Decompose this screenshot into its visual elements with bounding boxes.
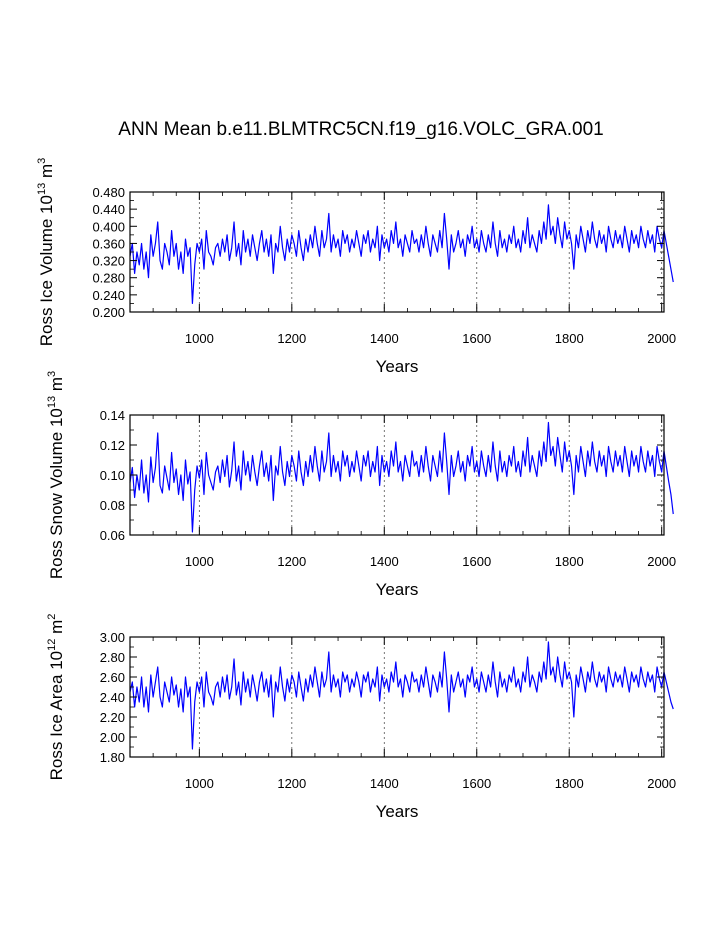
plot-frame [129,414,665,536]
x-axis-label: Years [376,802,419,821]
y-tick-label: 0.06 [100,528,125,543]
x-tick-label: 1600 [462,331,491,346]
x-tick-label: 2000 [647,331,676,346]
x-tick-label: 1800 [555,554,584,569]
y-tick-label: 0.360 [92,236,125,251]
x-tick-label: 1600 [462,776,491,791]
x-tick-label: 1200 [277,776,306,791]
y-tick-label: 2.20 [100,710,125,725]
y-tick-label: 2.60 [100,670,125,685]
x-axis-label: Years [376,357,419,376]
y-tick-label: 2.80 [100,650,125,665]
x-axis-label: Years [376,580,419,599]
x-tick-label: 1400 [370,554,399,569]
x-tick-label: 2000 [647,776,676,791]
y-tick-label: 2.00 [100,730,125,745]
x-tick-label: 1400 [370,331,399,346]
y-tick-label: 0.480 [92,185,125,200]
y-tick-label: 2.40 [100,690,125,705]
ross-snow-volume-panel: 1000 1200 1400 1600 1800 2000 0.06 0.08 0.10 0.12… [46,371,676,599]
y-tick-label: 0.280 [92,271,125,286]
ross-ice-area-series-line [129,641,674,750]
x-tick-label: 1800 [555,331,584,346]
x-tick-label: 1600 [462,554,491,569]
x-tick-label: 1000 [185,554,214,569]
y-axis-label: Ross Ice Area 1012 m2 [46,614,66,781]
figure-title: ANN Mean b.e11.BLMTRC5CN.f19_g16.VOLC_GR… [118,119,603,140]
x-tick-label: 1000 [185,331,214,346]
y-tick-label: 0.12 [100,438,125,453]
plot-frame [129,636,665,758]
x-tick-label: 1800 [555,776,584,791]
y-tick-label: 0.10 [100,468,125,483]
y-tick-label: 0.400 [92,219,125,234]
y-axis-label: Ross Snow Volume 1013 m3 [46,371,66,579]
y-tick-label: 0.14 [100,408,125,423]
y-tick-label: 0.320 [92,254,125,269]
y-axis-label: Ross Ice Volume 1013 m3 [36,158,56,346]
y-tick-label: 0.440 [92,202,125,217]
x-tick-label: 1000 [185,776,214,791]
y-tick-label: 1.80 [100,750,125,765]
y-tick-label: 0.240 [92,288,125,303]
x-tick-label: 1400 [370,776,399,791]
y-tick-label: 0.08 [100,498,125,513]
plot-frame [129,191,665,313]
y-tick-label: 3.00 [100,630,125,645]
x-tick-label: 2000 [647,554,676,569]
ross-ice-volume-panel: 1000 1200 1400 1600 1800 2000 0.200 0.240 0.280 0… [36,158,676,376]
y-tick-label: 0.200 [92,305,125,320]
x-tick-label: 1200 [277,554,306,569]
ross-snow-volume-series-line [129,421,674,533]
ross-ice-area-panel: 1000 1200 1400 1600 1800 2000 1.80 2.00 2.20 2.40… [46,614,676,821]
x-tick-label: 1200 [277,331,306,346]
ross-ice-volume-series-line [129,204,674,305]
